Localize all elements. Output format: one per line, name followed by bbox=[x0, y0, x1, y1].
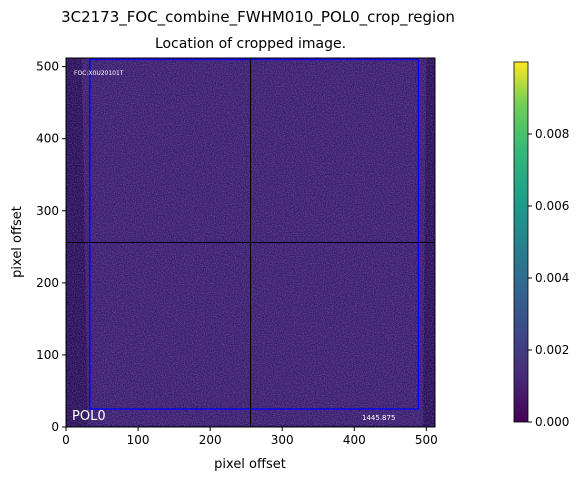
colorbar-ticks: 0.000 0.002 0.004 0.006 0.008 bbox=[528, 127, 569, 429]
y-tick-label: 0 bbox=[51, 420, 59, 434]
y-axis-ticks: 0 100 200 300 400 500 bbox=[36, 60, 66, 434]
pol-label: POL0 bbox=[72, 409, 106, 424]
colorbar-tick-label: 0.006 bbox=[535, 199, 569, 213]
x-tick-label: 500 bbox=[415, 433, 438, 447]
chart-title: Location of cropped image. bbox=[154, 36, 347, 52]
colorbar-tick-label: 0.004 bbox=[535, 271, 569, 285]
x-tick-label: 100 bbox=[127, 433, 150, 447]
colorbar bbox=[513, 61, 529, 423]
x-tick-label: 200 bbox=[199, 433, 222, 447]
y-axis-label: pixel offset bbox=[10, 206, 25, 278]
crop-rectangle bbox=[89, 58, 420, 410]
plot-area bbox=[66, 58, 435, 427]
y-tick-label: 400 bbox=[36, 132, 59, 146]
colorbar-tick-label: 0.008 bbox=[535, 127, 569, 141]
y-tick-label: 500 bbox=[36, 60, 59, 74]
colorbar-tick-label: 0.002 bbox=[535, 343, 569, 357]
header-annotation: FOC:X0U20101T bbox=[74, 70, 124, 77]
x-tick-label: 400 bbox=[343, 433, 366, 447]
colorbar-tick-label: 0.000 bbox=[535, 415, 569, 429]
x-tick-label: 0 bbox=[62, 433, 70, 447]
y-tick-label: 200 bbox=[36, 276, 59, 290]
y-tick-label: 300 bbox=[36, 204, 59, 218]
x-axis-label: pixel offset bbox=[214, 457, 286, 472]
x-tick-label: 300 bbox=[271, 433, 294, 447]
exptime-annotation: 1445.875 bbox=[362, 414, 395, 422]
axes-frame bbox=[65, 57, 436, 428]
figure-suptitle: 3C2173_FOC_combine_FWHM010_POL0_crop_reg… bbox=[61, 8, 455, 26]
x-axis-ticks: 0 100 200 300 400 500 bbox=[62, 427, 438, 447]
y-tick-label: 100 bbox=[36, 348, 59, 362]
